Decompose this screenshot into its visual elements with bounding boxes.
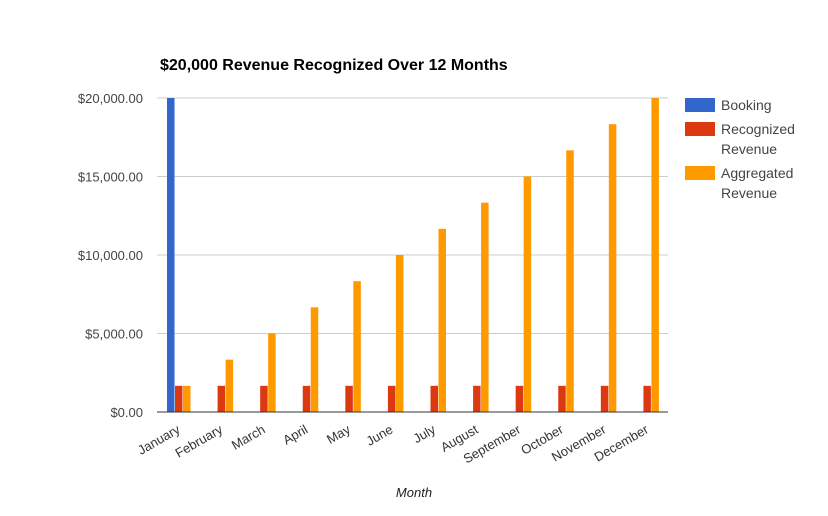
legend-item: Recognized Revenue xyxy=(685,121,795,157)
bar-aggregated-revenue xyxy=(183,385,191,412)
bar-aggregated-revenue xyxy=(310,307,319,412)
legend-label: Aggregated xyxy=(721,165,793,181)
x-axis-label: Month xyxy=(396,485,432,500)
y-tick-label: $5,000.00 xyxy=(85,327,143,342)
y-tick-label: $10,000.00 xyxy=(78,248,143,263)
bar-recognized-revenue xyxy=(558,385,566,412)
x-tick-label: June xyxy=(363,422,395,449)
chart-title: $20,000 Revenue Recognized Over 12 Month… xyxy=(160,57,508,74)
legend-swatch xyxy=(685,166,715,180)
bar-recognized-revenue xyxy=(260,385,268,412)
y-tick-label: $0.00 xyxy=(110,405,143,420)
x-tick-label: July xyxy=(410,421,438,446)
bar-recognized-revenue xyxy=(175,385,183,412)
x-tick-label: May xyxy=(324,421,353,447)
bar-aggregated-revenue xyxy=(523,176,532,412)
legend-item: Aggregated Revenue xyxy=(685,165,793,201)
legend-label: Revenue xyxy=(721,141,777,157)
bar-aggregated-revenue xyxy=(608,124,617,412)
bar-booking xyxy=(167,98,175,412)
bar-recognized-revenue xyxy=(515,385,524,412)
bar-recognized-revenue xyxy=(643,385,651,412)
bar-aggregated-revenue xyxy=(438,228,446,412)
bar-aggregated-revenue xyxy=(225,359,234,412)
bar-recognized-revenue xyxy=(217,385,226,412)
y-tick-label: $15,000.00 xyxy=(78,170,143,185)
bar-aggregated-revenue xyxy=(566,150,574,412)
x-tick-label: March xyxy=(229,422,268,453)
bar-aggregated-revenue xyxy=(268,333,276,412)
legend-label: Revenue xyxy=(721,185,777,201)
bar-recognized-revenue xyxy=(302,385,311,412)
bar-recognized-revenue xyxy=(345,385,353,412)
y-tick-label: $20,000.00 xyxy=(78,91,143,106)
legend-swatch xyxy=(685,122,715,136)
legend-item: Booking xyxy=(685,97,772,113)
bar-aggregated-revenue xyxy=(481,202,489,412)
bar-recognized-revenue xyxy=(600,385,609,412)
legend-label: Recognized xyxy=(721,121,795,137)
bar-recognized-revenue xyxy=(473,385,481,412)
bar-recognized-revenue xyxy=(387,385,396,412)
bar-recognized-revenue xyxy=(430,385,438,412)
legend-swatch xyxy=(685,98,715,112)
legend-label: Booking xyxy=(721,97,772,113)
bar-aggregated-revenue xyxy=(395,255,404,412)
x-tick-label: April xyxy=(280,422,310,448)
bar-aggregated-revenue xyxy=(651,98,659,412)
x-tick-label: February xyxy=(173,421,226,460)
bar-aggregated-revenue xyxy=(353,281,361,412)
